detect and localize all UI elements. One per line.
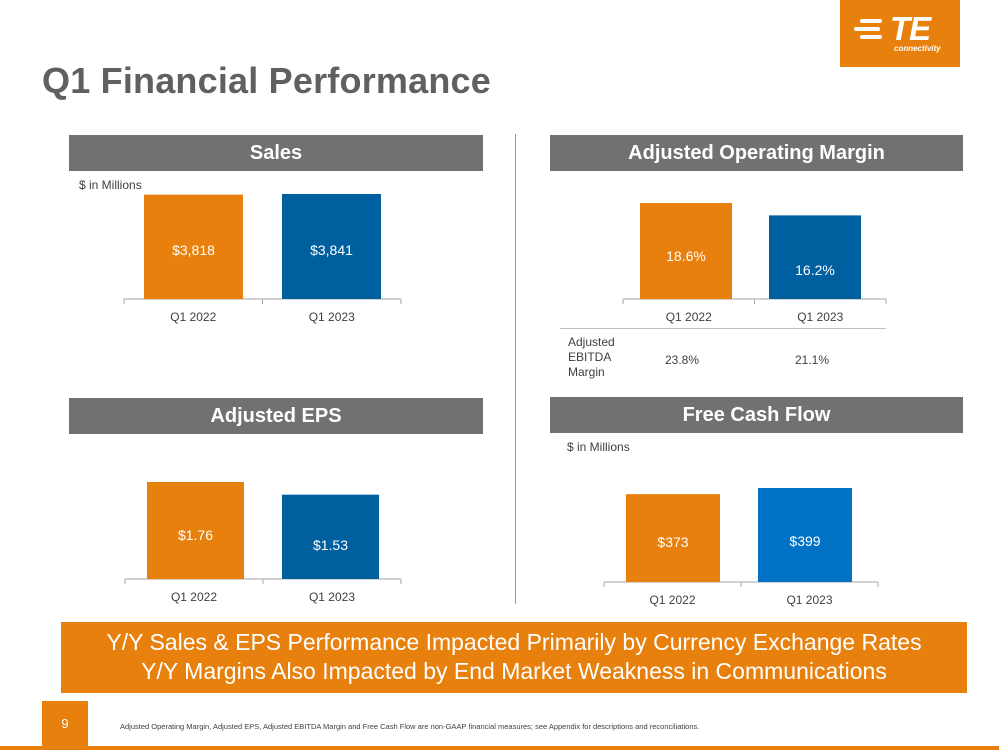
sales-unit-label: $ in Millions — [79, 178, 142, 192]
sales-bar-1 — [282, 194, 381, 299]
sales-bar-0 — [144, 194, 243, 299]
page-title: Q1 Financial Performance — [42, 60, 491, 101]
eps-data-label-0: $1.76 — [178, 527, 213, 543]
eps-category-label-1: Q1 2023 — [309, 590, 355, 604]
te-logo-mark-icon — [854, 19, 884, 39]
te-logo: TE connectivity — [840, 0, 960, 67]
banner-line-2: Y/Y Margins Also Impacted by End Market … — [141, 658, 887, 684]
margin-category-label-1: Q1 2023 — [797, 310, 843, 324]
sales-category-label-0: Q1 2022 — [170, 310, 216, 324]
sales-data-label-0: $3,818 — [172, 242, 215, 258]
fcf-category-label-0: Q1 2022 — [649, 593, 695, 607]
footnote: Adjusted Operating Margin, Adjusted EPS,… — [120, 722, 700, 731]
panel-divider — [515, 134, 516, 604]
fcf-unit-label: $ in Millions — [567, 440, 630, 454]
footer-rule — [0, 746, 999, 750]
fcf-header: Free Cash Flow — [550, 397, 963, 433]
sales-category-label-1: Q1 2023 — [309, 310, 355, 324]
fcf-category-label-1: Q1 2023 — [786, 593, 832, 607]
eps-bar-1 — [282, 494, 379, 579]
page-number: 9 — [42, 701, 88, 746]
fcf-data-label-1: $399 — [789, 533, 820, 549]
ebitda-separator — [560, 328, 886, 329]
margin-header: Adjusted Operating Margin — [550, 135, 963, 171]
logo-subtitle: connectivity — [894, 44, 941, 53]
eps-data-label-1: $1.53 — [313, 537, 348, 553]
eps-bar-0 — [147, 482, 244, 579]
margin-data-label-1: 16.2% — [795, 262, 835, 278]
banner-line-1: Y/Y Sales & EPS Performance Impacted Pri… — [106, 629, 922, 655]
ebitda-value-q1-2023: 21.1% — [794, 353, 830, 367]
sales-data-label-1: $3,841 — [310, 242, 353, 258]
summary-banner: Y/Y Sales & EPS Performance Impacted Pri… — [61, 622, 967, 693]
margin-bar-0 — [640, 203, 732, 299]
ebitda-label: Adjusted EBITDA Margin — [568, 335, 615, 379]
logo-wordmark: TE — [890, 10, 931, 47]
fcf-bar-1 — [758, 488, 852, 582]
sales-header: Sales — [69, 135, 483, 171]
eps-header: Adjusted EPS — [69, 398, 483, 434]
margin-data-label-0: 18.6% — [666, 248, 706, 264]
fcf-data-label-0: $373 — [657, 534, 688, 550]
ebitda-value-q1-2022: 23.8% — [664, 353, 700, 367]
fcf-bar-0 — [626, 494, 720, 582]
eps-category-label-0: Q1 2022 — [171, 590, 217, 604]
margin-category-label-0: Q1 2022 — [666, 310, 712, 324]
margin-bar-1 — [769, 215, 861, 299]
